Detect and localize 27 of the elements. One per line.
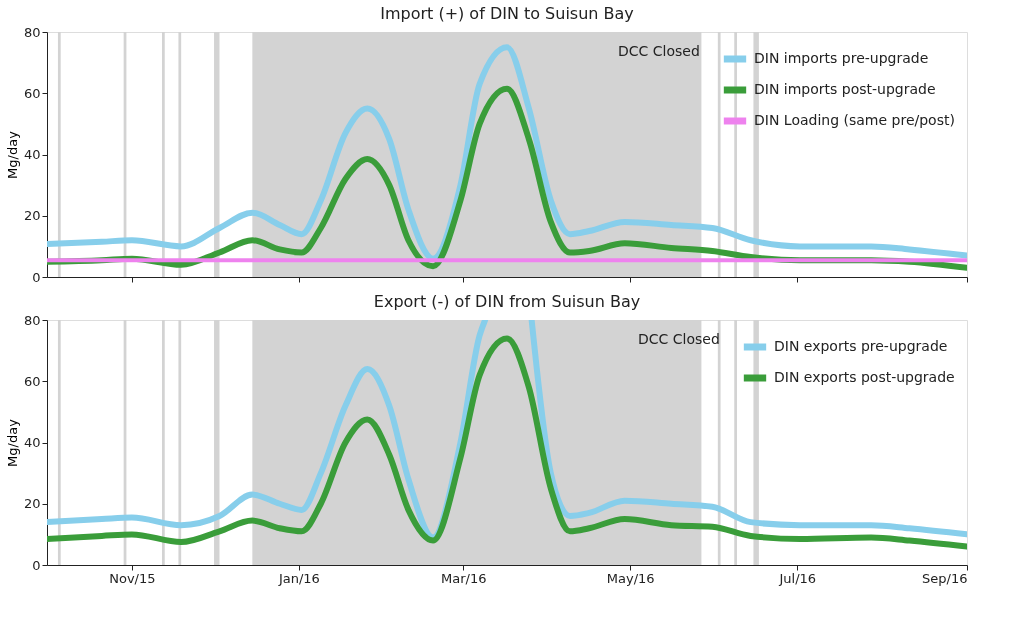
y-tick-label: 40 [23,147,41,162]
y-tick-label: 40 [23,435,41,450]
chart-title: Export (-) of DIN from Suisun Bay [373,292,641,311]
band-label: DCC Closed [638,331,720,347]
legend-label: DIN Loading (same pre/post) [754,112,955,128]
y-tick-label: 0 [32,269,41,285]
x-tick-label: Jan/16 [277,570,320,586]
y-axis-title: Mg/day [4,130,20,179]
legend-label: DIN exports post-upgrade [774,369,955,385]
y-tick-label: 20 [23,208,41,224]
legend-label: DIN imports post-upgrade [754,81,936,97]
legend-label: DIN imports pre-upgrade [754,50,929,66]
y-tick-label: 80 [23,24,41,40]
legend-label: DIN exports pre-upgrade [774,338,948,354]
x-tick-label: Mar/16 [440,570,487,586]
band-label: DCC Closed [618,43,700,59]
x-tick-label: Sep/16 [922,570,968,586]
y-tick-label: 20 [23,496,41,512]
y-tick-label: 60 [23,373,41,389]
x-tick-label: May/16 [606,570,655,586]
chart-title: Import (+) of DIN to Suisun Bay [380,4,634,23]
x-tick-label: Jul/16 [778,570,817,586]
y-tick-label: 80 [23,312,41,328]
y-tick-label: 60 [23,85,41,101]
y-axis-title: Mg/day [4,418,20,467]
x-tick-label: Nov/15 [109,570,156,586]
y-tick-label: 0 [32,557,41,573]
